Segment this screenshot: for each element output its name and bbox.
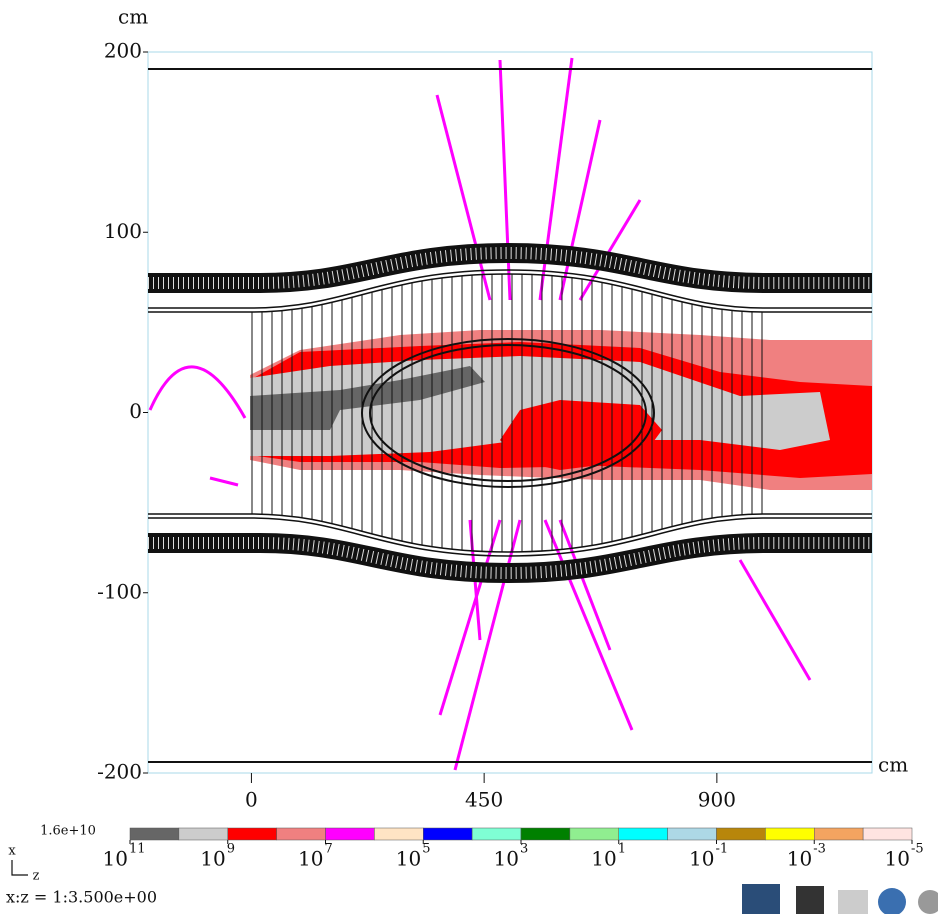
pipe-wall — [148, 517, 872, 557]
x-tick-label: 450 — [465, 788, 503, 812]
colorbar-tick-base: 10 — [200, 847, 225, 871]
x-tick-label: 900 — [698, 788, 736, 812]
track — [435, 94, 492, 301]
colorbar-tick-base: 10 — [885, 847, 910, 871]
y-tick-label: 0 — [129, 399, 142, 423]
colorbar-tick-exponent: 11 — [129, 842, 146, 857]
coils — [148, 242, 872, 584]
colorbar-swatch — [765, 827, 815, 841]
track — [148, 365, 247, 419]
colorbar-tick-base: 10 — [298, 847, 323, 871]
taskbar — [742, 884, 938, 914]
scale-note: x:z = 1:3.500e+00 — [6, 888, 157, 907]
track — [498, 59, 512, 301]
pipe-wall — [148, 273, 872, 313]
track — [543, 519, 634, 731]
colorbar-swatch — [569, 827, 619, 841]
vessel-inner — [369, 344, 647, 482]
colorbar-swatch — [716, 827, 766, 841]
colorbar-tick-base: 10 — [103, 847, 128, 871]
taskbar-icon[interactable] — [918, 890, 938, 914]
taskbar-icon[interactable] — [878, 888, 906, 914]
colorbar-tick-base: 10 — [494, 847, 519, 871]
region-dark — [250, 366, 485, 430]
track — [558, 119, 602, 301]
colorbar-tick-exponent: 5 — [422, 842, 430, 857]
colorbar-tick-base: 10 — [689, 847, 714, 871]
colorbar-swatch — [178, 827, 228, 841]
x-axis-label: cm — [878, 753, 908, 777]
taskbar-icon[interactable] — [796, 886, 824, 914]
y-tick-label: 100 — [104, 219, 142, 243]
pipe-wall — [148, 269, 872, 309]
colorbar-tick-exponent: 1 — [618, 842, 626, 857]
colorbar-tick-exponent: 3 — [520, 842, 528, 857]
colorbar-tick-exponent: 7 — [325, 842, 333, 857]
colorbar-tick-base: 10 — [396, 847, 421, 871]
track — [558, 519, 612, 651]
colorbar-swatch — [227, 827, 277, 841]
axis-glyph-z: z — [33, 869, 40, 884]
y-tick-label: -200 — [97, 760, 142, 784]
track — [578, 199, 642, 301]
colorbar-tick-base: 10 — [787, 847, 812, 871]
colorbar-swatch — [129, 827, 180, 841]
track — [438, 519, 502, 716]
colorbar-tick-exponent: 9 — [227, 842, 235, 857]
colorbar-swatch — [520, 827, 571, 841]
track — [209, 476, 239, 487]
colorbar-swatch — [862, 827, 913, 841]
colorbar-swatch — [618, 827, 668, 841]
colorbar-swatch — [471, 827, 522, 841]
cells — [251, 274, 763, 552]
colorbar-swatch — [374, 827, 424, 841]
x-tick-label: 0 — [245, 788, 258, 812]
colorbar-tick-exponent: -3 — [813, 842, 826, 857]
colorbar-swatch — [814, 827, 864, 841]
taskbar-icon[interactable] — [742, 884, 780, 914]
colorbar-tick-base: 10 — [591, 847, 616, 871]
colorbar-swatch — [276, 827, 326, 841]
axis-glyph-x: x — [8, 844, 16, 859]
colorbar-tick-exponent: -1 — [716, 842, 729, 857]
track — [738, 559, 812, 681]
y-tick-label: -100 — [97, 579, 142, 603]
pipe — [148, 269, 872, 557]
vessel-outer — [361, 338, 655, 488]
coil-bottom — [148, 533, 872, 584]
y-tick-label: 200 — [104, 39, 142, 63]
axis-glyph-arrow — [11, 860, 28, 876]
colorbar-swatch — [325, 827, 375, 841]
pipe-wall — [148, 513, 872, 553]
track — [453, 519, 522, 771]
colorbar-swatch — [667, 827, 717, 841]
colorbar-tick-exponent: -5 — [911, 842, 924, 857]
heat-regions — [250, 330, 872, 490]
y-axis-label: cm — [118, 5, 148, 29]
taskbar-icon[interactable] — [838, 890, 868, 914]
colorbar-swatch — [423, 827, 473, 841]
coil-top — [148, 242, 872, 293]
colorbar-max-label: 1.6e+10 — [40, 824, 96, 839]
